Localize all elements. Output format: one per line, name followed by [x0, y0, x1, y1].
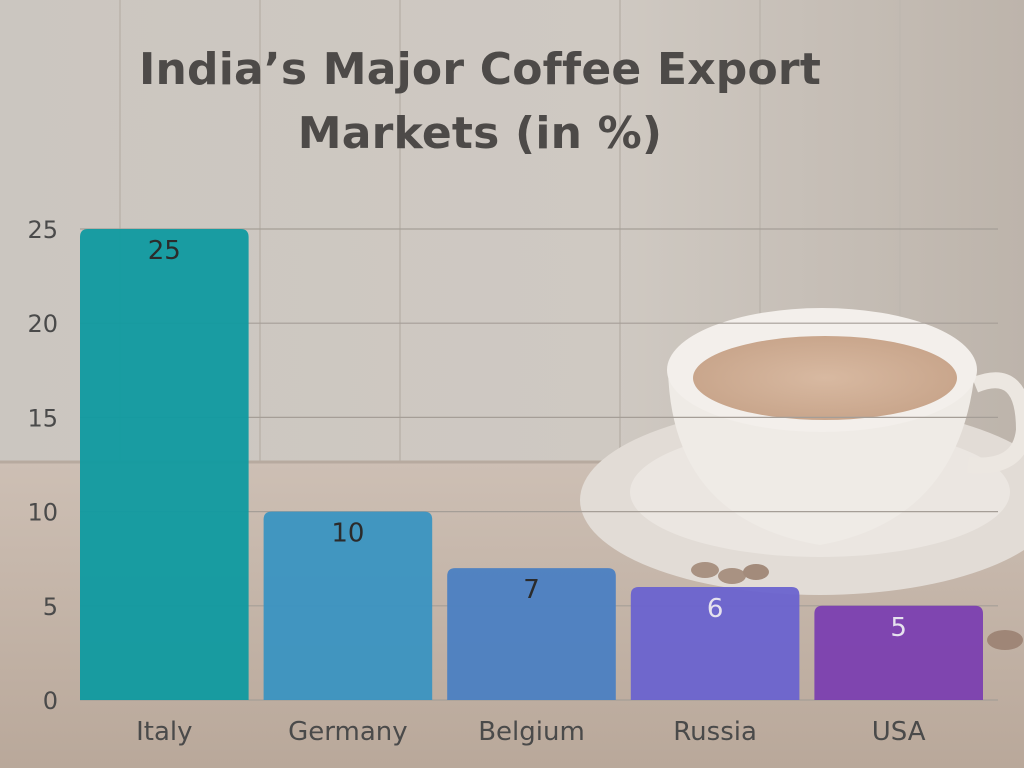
y-tick-label: 25 [27, 216, 58, 244]
chart-title-line-1: India’s Major Coffee Export [138, 44, 822, 95]
y-tick-label: 20 [27, 310, 58, 338]
x-category-label: Italy [136, 717, 192, 747]
chart-title: India’s Major Coffee Export Markets (in … [130, 38, 830, 166]
x-axis-categories: Italy Germany Belgium Russia USA [136, 717, 926, 747]
bar-usa [814, 605, 983, 700]
y-tick-label: 5 [43, 593, 58, 621]
data-label: 10 [331, 519, 364, 549]
bar-italy [80, 229, 249, 700]
bars [80, 229, 983, 700]
data-label: 7 [523, 575, 540, 605]
data-label: 5 [890, 613, 907, 643]
data-label: 6 [707, 594, 724, 624]
y-tick-label: 0 [43, 687, 58, 715]
x-category-label: Germany [288, 717, 408, 747]
data-labels: 25 10 7 6 5 [148, 236, 907, 643]
x-category-label: Belgium [478, 717, 585, 747]
y-axis-ticks: 0 5 10 15 20 25 [27, 216, 58, 715]
x-category-label: Russia [673, 717, 757, 747]
x-category-label: USA [872, 717, 926, 747]
data-label: 25 [148, 236, 181, 266]
bar-russia [630, 586, 800, 700]
bar-belgium [447, 568, 616, 700]
y-tick-label: 10 [27, 499, 58, 527]
bar-germany [263, 511, 433, 700]
chart-title-line-2: Markets (in %) [297, 108, 663, 159]
y-tick-label: 15 [27, 404, 58, 432]
